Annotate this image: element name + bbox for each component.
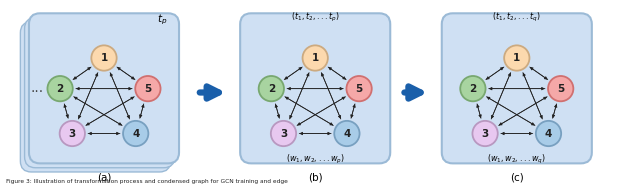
Text: 4: 4 (343, 129, 351, 139)
Text: 5: 5 (144, 84, 152, 94)
FancyBboxPatch shape (442, 13, 592, 163)
Text: Figure 3: Illustration of transformation process and condensed graph for GCN tra: Figure 3: Illustration of transformation… (6, 179, 288, 184)
Text: 5: 5 (557, 84, 564, 94)
Circle shape (60, 121, 85, 146)
FancyBboxPatch shape (240, 13, 390, 163)
Text: (a): (a) (97, 173, 111, 183)
Circle shape (271, 121, 296, 146)
Text: 4: 4 (545, 129, 552, 139)
Text: 1: 1 (513, 53, 520, 63)
Text: 3: 3 (481, 129, 489, 139)
FancyBboxPatch shape (20, 22, 170, 172)
Circle shape (123, 121, 148, 146)
Text: (b): (b) (308, 173, 323, 183)
Circle shape (47, 76, 73, 101)
Circle shape (135, 76, 161, 101)
Text: $t_p$: $t_p$ (157, 12, 167, 27)
Text: 3: 3 (68, 129, 76, 139)
Text: $(w_1, w_2,...w_q)$: $(w_1, w_2,...w_q)$ (487, 153, 547, 166)
Text: 3: 3 (280, 129, 287, 139)
Text: 5: 5 (355, 84, 363, 94)
Circle shape (346, 76, 372, 101)
Circle shape (92, 45, 116, 71)
Text: (c): (c) (510, 173, 524, 183)
Circle shape (460, 76, 486, 101)
Circle shape (472, 121, 498, 146)
Text: ...: ... (30, 81, 44, 95)
Circle shape (303, 45, 328, 71)
Text: 1: 1 (100, 53, 108, 63)
Text: 2: 2 (56, 84, 64, 94)
Text: $(t_1,t_2,...t_p)$: $(t_1,t_2,...t_p)$ (291, 11, 340, 24)
Circle shape (536, 121, 561, 146)
Text: $(t_1,t_2,...t_q)$: $(t_1,t_2,...t_q)$ (492, 11, 541, 24)
Circle shape (504, 45, 529, 71)
FancyBboxPatch shape (29, 13, 179, 163)
Text: 4: 4 (132, 129, 140, 139)
Text: 2: 2 (469, 84, 477, 94)
Circle shape (259, 76, 284, 101)
Text: $(w_1, w_2,...w_p)$: $(w_1, w_2,...w_p)$ (285, 153, 345, 166)
FancyBboxPatch shape (24, 18, 175, 168)
Text: 1: 1 (312, 53, 319, 63)
Text: 2: 2 (268, 84, 275, 94)
Circle shape (548, 76, 573, 101)
Circle shape (334, 121, 360, 146)
